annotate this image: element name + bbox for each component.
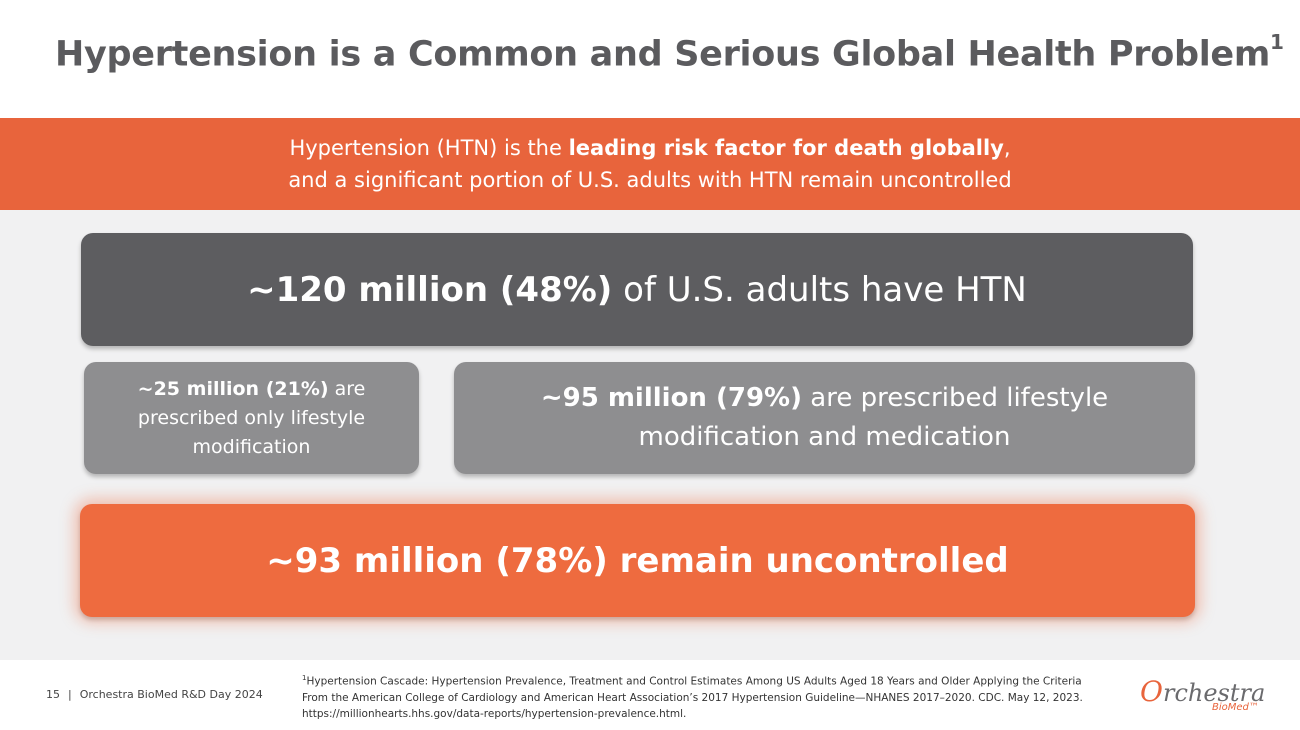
footnote-marker: 1	[302, 674, 307, 682]
total-htn-figure: ~120 million (48%)	[247, 269, 613, 310]
banner-line-1-end: ,	[1003, 136, 1011, 160]
lifestyle-only-text: ~25 million (21%) are prescribed only li…	[104, 375, 399, 462]
lifestyle-only-label: are prescribed only lifestyle modificati…	[137, 377, 366, 458]
footnote-text: Hypertension Cascade: Hypertension Preva…	[302, 675, 1083, 720]
slide-title-text: Hypertension is a Common and Serious Glo…	[55, 34, 1271, 75]
lifestyle-and-medication-text: ~95 million (79%) are prescribed lifesty…	[494, 379, 1155, 457]
footnote: 1Hypertension Cascade: Hypertension Prev…	[302, 670, 1102, 722]
title-footnote-marker: 1	[1270, 30, 1284, 54]
logo-initial: O	[1140, 675, 1163, 708]
lifestyle-and-medication-box: ~95 million (79%) are prescribed lifesty…	[454, 362, 1195, 474]
total-htn-text: ~120 million (48%) of U.S. adults have H…	[247, 270, 1027, 310]
slide-footer: 15 | Orchestra BioMed R&D Day 2024	[46, 688, 263, 701]
slide-title: Hypertension is a Common and Serious Glo…	[55, 30, 1284, 75]
logo-name: rchestra	[1162, 679, 1266, 707]
lifestyle-and-medication-label: are prescribed lifestyle modification an…	[638, 383, 1109, 452]
banner-line-1: Hypertension (HTN) is the leading risk f…	[0, 132, 1300, 164]
lifestyle-only-figure: ~25 million (21%)	[137, 377, 329, 400]
company-logo: Orchestra BioMed™	[1140, 675, 1270, 715]
footer-separator: |	[68, 688, 72, 701]
total-htn-label: of U.S. adults have HTN	[612, 269, 1027, 310]
banner-line-1-emphasis: leading risk factor for death globally	[568, 136, 1004, 160]
uncontrolled-text: ~93 million (78%) remain uncontrolled	[266, 540, 1009, 581]
total-htn-box: ~120 million (48%) of U.S. adults have H…	[81, 233, 1193, 346]
logo-wordmark: Orchestra	[1140, 675, 1265, 708]
banner-line-1-start: Hypertension (HTN) is the	[289, 136, 569, 160]
banner-line-2: and a significant portion of U.S. adults…	[288, 168, 1012, 192]
lifestyle-and-medication-figure: ~95 million (79%)	[540, 383, 802, 413]
event-name: Orchestra BioMed R&D Day 2024	[79, 688, 263, 701]
key-message-banner: Hypertension (HTN) is the leading risk f…	[0, 118, 1300, 210]
uncontrolled-box: ~93 million (78%) remain uncontrolled	[80, 504, 1195, 617]
logo-subtitle: BioMed™	[1212, 702, 1259, 713]
lifestyle-only-box: ~25 million (21%) are prescribed only li…	[84, 362, 419, 474]
page-number: 15	[46, 688, 60, 701]
